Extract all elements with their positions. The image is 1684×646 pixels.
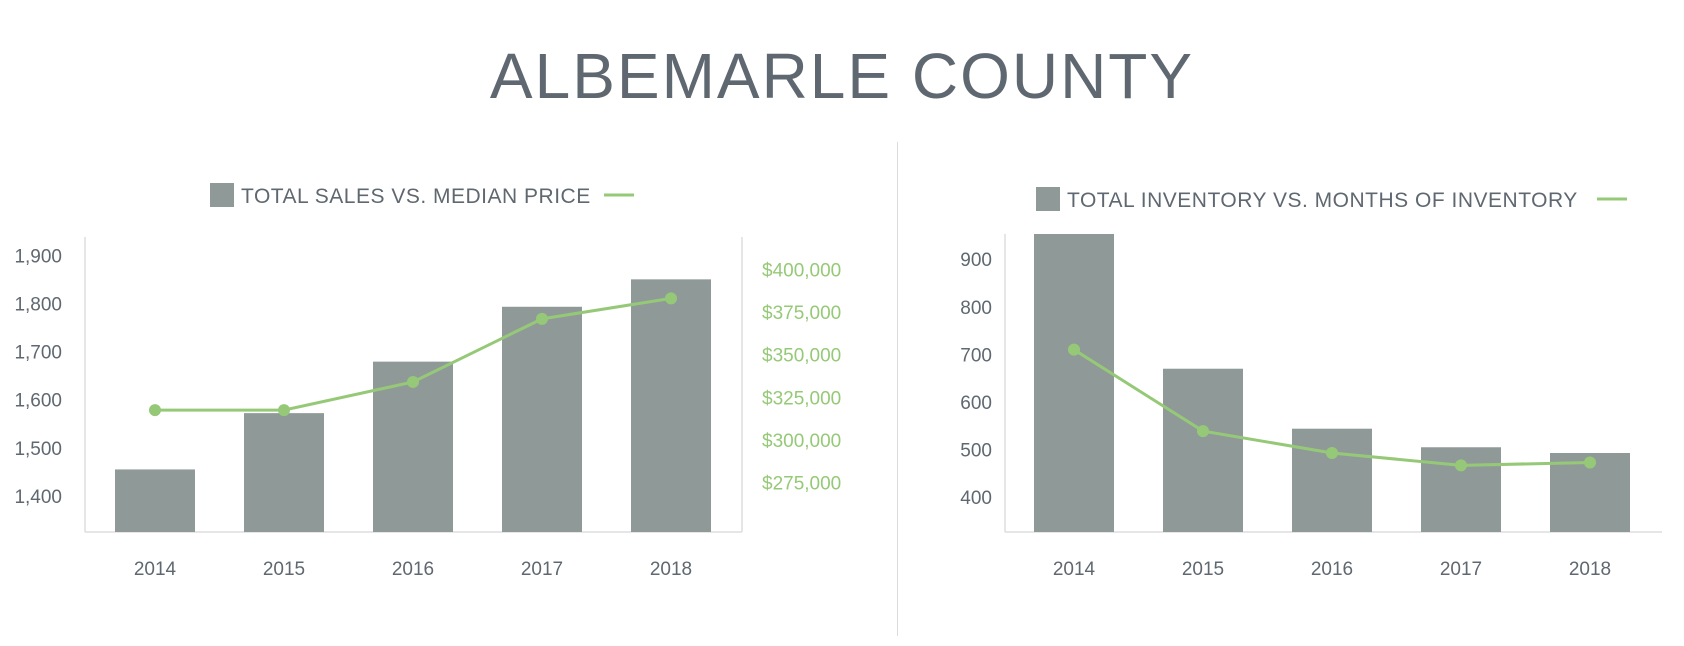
line-point (1584, 456, 1596, 469)
bar (1034, 234, 1114, 532)
line-point (665, 292, 677, 305)
chart-title: TOTAL SALES VS. MEDIAN PRICE (241, 185, 591, 208)
y-tick-label: 1,800 (14, 294, 62, 315)
line-point (1455, 459, 1467, 472)
line-point (278, 404, 290, 417)
y-tick-label: 500 (960, 441, 992, 462)
bar (1292, 428, 1372, 532)
x-tick-label: 2016 (1311, 559, 1353, 580)
bar (244, 413, 324, 532)
x-tick-label: 2018 (650, 559, 692, 580)
x-tick-label: 2018 (1569, 559, 1611, 580)
x-tick-label: 2014 (134, 559, 177, 580)
line-point (536, 312, 548, 325)
panel-divider (897, 142, 898, 636)
y-tick-label: 400 (960, 488, 992, 509)
bar (631, 279, 711, 532)
y-right-tick-label: $300,000 (762, 431, 841, 452)
y-tick-label: 900 (960, 250, 992, 271)
bar (115, 469, 195, 532)
line-point (1197, 425, 1209, 438)
line-point (1326, 446, 1338, 459)
page-title: ALBEMARLE COUNTY (489, 40, 1195, 112)
y-right-tick-label: $375,000 (762, 303, 841, 324)
y-tick-label: 600 (960, 393, 992, 414)
y-tick-label: 1,500 (14, 439, 62, 460)
bar (1163, 368, 1243, 532)
x-tick-label: 2016 (392, 559, 434, 580)
line-point (1068, 343, 1080, 356)
y-right-tick-label: $350,000 (762, 346, 841, 367)
legend-bar-swatch (1036, 187, 1060, 211)
y-tick-label: 1,600 (14, 391, 62, 412)
y-tick-label: 1,400 (14, 487, 62, 508)
x-tick-label: 2015 (263, 559, 305, 580)
bar (373, 361, 453, 532)
y-right-tick-label: $400,000 (762, 260, 841, 281)
y-right-tick-label: $275,000 (762, 474, 841, 495)
chart-title: TOTAL INVENTORY VS. MONTHS OF INVENTORY (1067, 189, 1578, 212)
x-tick-label: 2014 (1053, 559, 1096, 580)
y-tick-label: 700 (960, 345, 992, 366)
bar (502, 306, 582, 532)
x-tick-label: 2015 (1182, 559, 1224, 580)
y-right-tick-label: $325,000 (762, 388, 841, 409)
line-point (407, 375, 419, 388)
line-point (149, 404, 161, 417)
x-tick-label: 2017 (521, 559, 563, 580)
y-tick-label: 800 (960, 298, 992, 319)
legend-bar-swatch (210, 183, 234, 207)
x-tick-label: 2017 (1440, 559, 1482, 580)
y-tick-label: 1,900 (14, 246, 62, 267)
y-tick-label: 1,700 (14, 343, 62, 364)
